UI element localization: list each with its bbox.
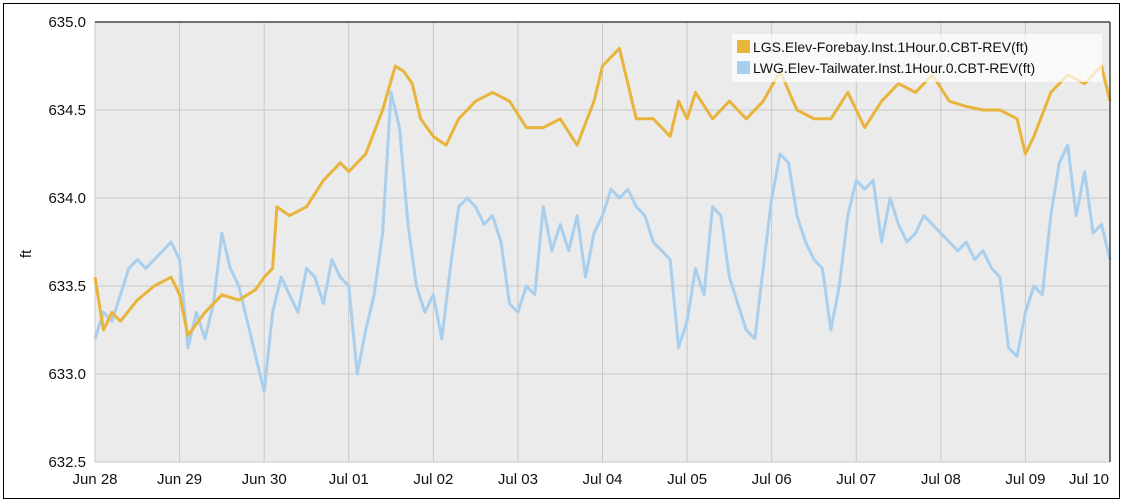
legend-label-forebay: LGS.Elev-Forebay.Inst.1Hour.0.CBT-REV(ft… xyxy=(753,39,1028,55)
x-tick-label: Jul 01 xyxy=(329,471,369,488)
series-line-tailwater xyxy=(93,90,1112,394)
x-tick-label: Jun 30 xyxy=(242,471,287,488)
y-tick-label: 634.0 xyxy=(48,190,86,207)
y-tick-label: 632.5 xyxy=(48,454,86,471)
legend: LGS.Elev-Forebay.Inst.1Hour.0.CBT-REV(ft… xyxy=(732,34,1102,82)
y-tick-label: 633.5 xyxy=(48,278,86,295)
legend-swatch-forebay xyxy=(737,40,750,53)
x-tick-label: Jul 03 xyxy=(498,471,538,488)
chart-frame: 635.0 634.5 634.0 633.5 633.0 632.5 Jun 28 Jun… xyxy=(3,3,1120,499)
x-tick-label: Jul 07 xyxy=(836,471,876,488)
x-tick-label: Jul 06 xyxy=(752,471,792,488)
x-tick-label: Jun 28 xyxy=(72,471,117,488)
x-tick-label: Jul 08 xyxy=(921,471,961,488)
x-tick-label: Jul 05 xyxy=(667,471,707,488)
legend-swatch-tailwater xyxy=(737,61,750,74)
x-tick-label: Jul 04 xyxy=(582,471,622,488)
x-tick-label: Jul 02 xyxy=(413,471,453,488)
y-tick-label: 634.5 xyxy=(48,102,86,119)
legend-label-tailwater: LWG.Elev-Tailwater.Inst.1Hour.0.CBT-REV(… xyxy=(753,60,1035,76)
x-tick-label: Jun 29 xyxy=(157,471,202,488)
y-axis-ticks: 635.0 634.5 634.0 633.5 633.0 632.5 xyxy=(48,14,86,471)
x-tick-label: Jul 09 xyxy=(1005,471,1045,488)
y-axis-label: ft xyxy=(18,249,35,258)
legend-background xyxy=(732,34,1102,82)
x-axis-ticks: Jun 28 Jun 29 Jun 30 Jul 01 Jul 02 Jul 03 Jul … xyxy=(72,471,1109,488)
y-tick-label: 633.0 xyxy=(48,366,86,383)
y-tick-label: 635.0 xyxy=(48,14,86,31)
x-tick-label: Jul 10 xyxy=(1069,471,1109,488)
